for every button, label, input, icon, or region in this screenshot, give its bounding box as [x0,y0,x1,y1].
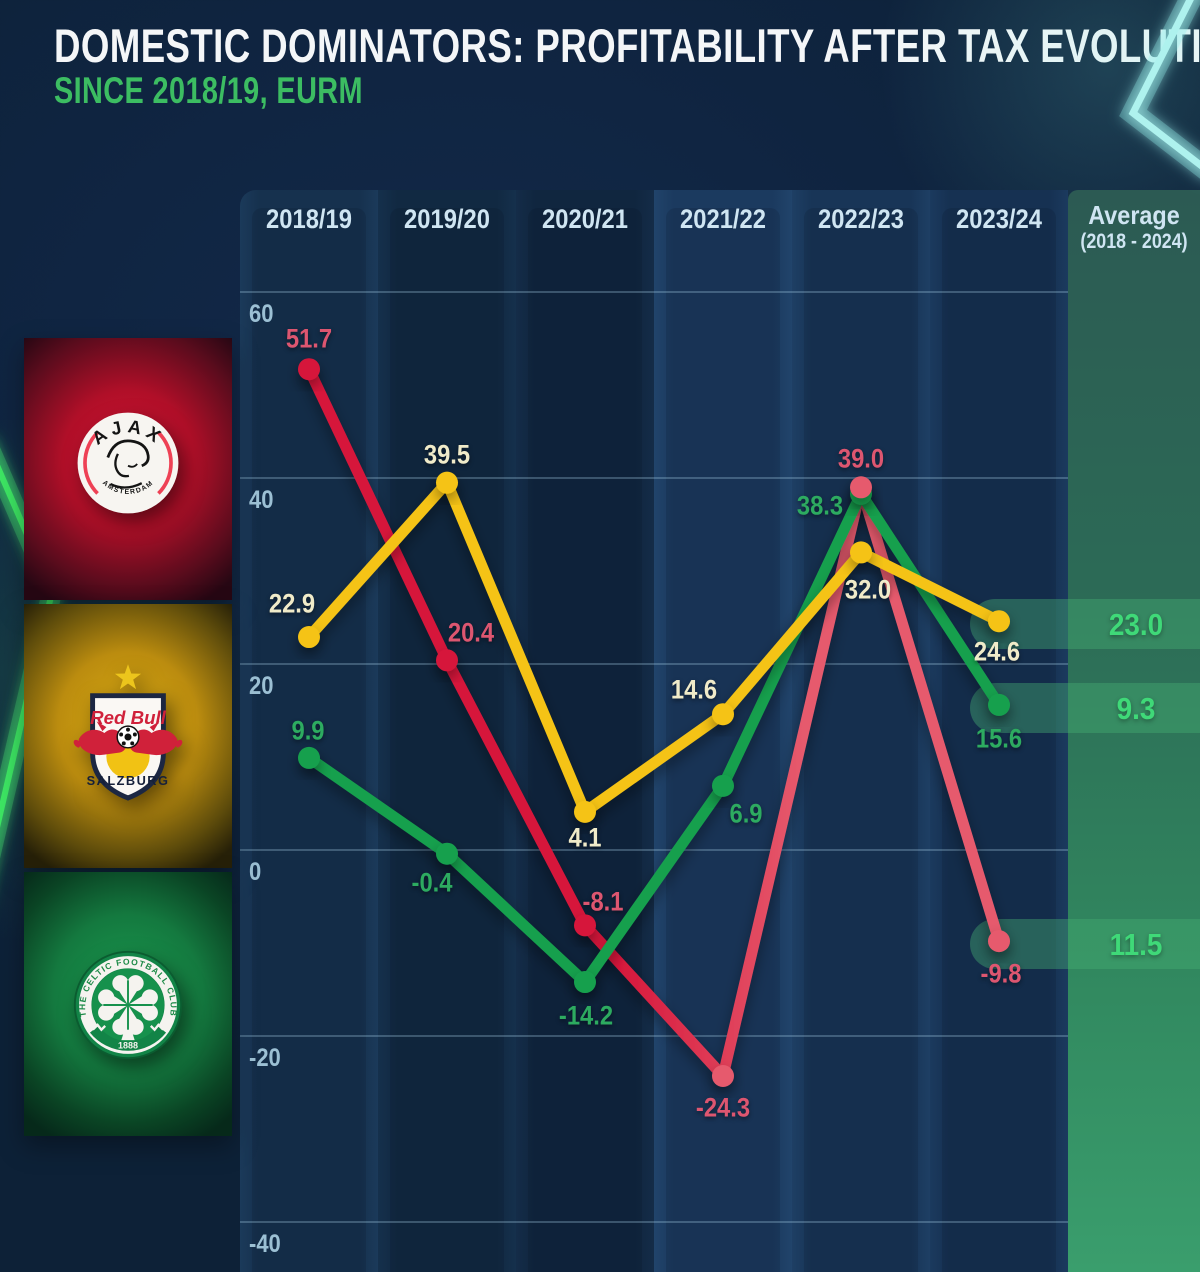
data-label: 9.9 [291,715,325,746]
data-label: 6.9 [729,798,763,829]
y-axis-tick-label: 20 [249,672,274,700]
star-icon [114,664,142,690]
page-subtitle: SINCE 2018/19, EURM [54,70,363,111]
team-panel-ajax: AJAX AMSTERDAM [24,338,232,600]
data-label: 15.6 [975,723,1023,754]
grid-line [240,477,1068,479]
data-label: 32.0 [844,574,892,605]
team-panel-celtic: THE CELTIC FOOTBALL CLUB 1888 [24,872,232,1136]
average-column-title: Average [1088,200,1180,230]
redbull-badge-name: Red Bull [90,707,167,728]
team-panel-salzburg: Red Bull SALZBURG [24,604,232,868]
laurel-icon [89,1023,167,1032]
season-header: 2023/24 [956,204,1042,234]
average-value: 9.3 [1116,690,1156,726]
data-label: 38.3 [796,490,844,521]
data-label: -8.1 [582,886,624,917]
average-value: 11.5 [1109,927,1163,963]
data-label: -9.8 [980,958,1022,989]
y-axis-tick-label: -40 [249,1230,281,1258]
celtic-crest-icon: THE CELTIC FOOTBALL CLUB 1888 [73,950,183,1060]
season-header: 2022/23 [818,204,904,234]
data-label: 24.6 [973,636,1021,667]
y-axis-tick-label: 0 [249,858,262,886]
season-column-2020-21: 2020/21 [516,190,654,1272]
data-label: -14.2 [558,1000,614,1031]
ajax-crest-icon: AJAX AMSTERDAM [77,412,179,514]
season-column-inner-shade [804,208,918,1272]
y-axis-tick-label: 40 [249,486,274,514]
grid-line [240,291,1068,293]
season-column-inner-shade [390,208,504,1272]
data-label: 22.9 [268,588,316,619]
average-value: 23.0 [1108,607,1164,643]
grid-line [240,1035,1068,1037]
clover-veins [103,980,153,1030]
y-axis-tick-label: 60 [249,300,274,328]
data-label: -24.3 [695,1092,751,1123]
average-column-subtitle: (2018 - 2024) [1080,230,1188,253]
data-label: 14.6 [670,674,718,705]
data-label: 39.0 [837,443,885,474]
season-column-inner-shade [528,208,642,1272]
grid-line [240,1221,1068,1223]
season-header: 2021/22 [680,204,766,234]
season-column-2022-23: 2022/23 [792,190,930,1272]
redbull-crest-icon: Red Bull SALZBURG [73,664,183,801]
soccer-ball-icon [116,725,140,749]
data-label: 51.7 [285,323,333,354]
redbull-badge-city: SALZBURG [87,773,170,788]
season-column-2019-20: 2019/20 [378,190,516,1272]
data-label: 4.1 [568,822,602,853]
season-header: 2019/20 [404,204,490,234]
average-column [1068,190,1200,1272]
season-header: 2018/19 [266,204,352,234]
season-header: 2020/21 [542,204,628,234]
y-axis-tick-label: -20 [249,1044,281,1072]
celtic-badge-year: 1888 [118,1041,138,1051]
data-label: 39.5 [423,439,471,470]
bulls-icon [73,721,183,756]
page-title: DOMESTIC DOMINATORS: PROFITABILITY AFTER… [54,19,1200,72]
grid-line [240,849,1068,851]
data-label: -0.4 [411,867,453,898]
data-label: 20.4 [447,617,495,648]
grid-line [240,663,1068,665]
ajax-player-lineart-icon [106,439,150,489]
